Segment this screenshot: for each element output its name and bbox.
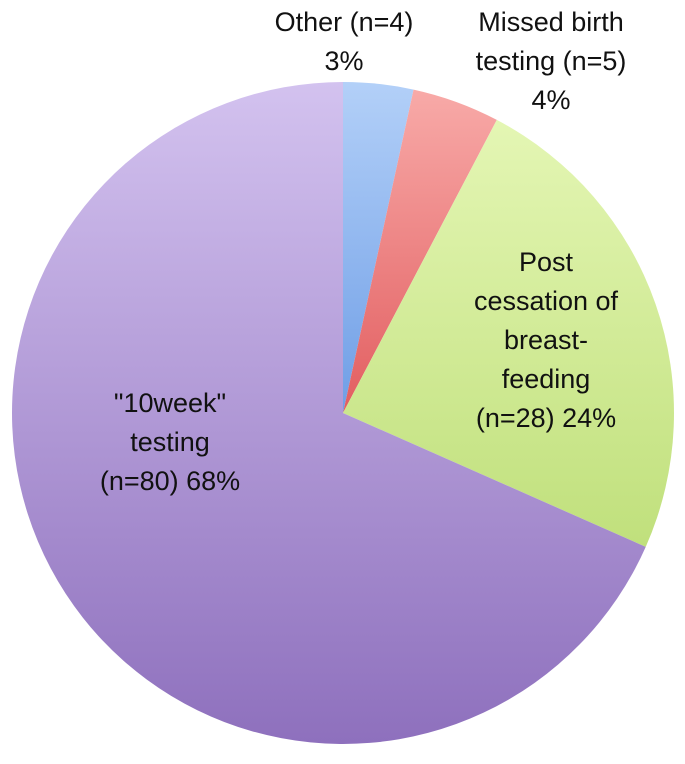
slice-label-line: Other (n=4) [275,7,414,37]
slice-label-line: (n=80) 68% [100,466,240,496]
slice-label-missed-birth-testing: Missed birth testing (n=5) 4% [476,7,627,115]
slice-label-line: testing (n=5) [476,46,627,76]
slice-label-line: 3% [324,46,363,76]
pie-slices [11,82,674,745]
slice-label-line: cessation of [474,286,619,316]
slice-label-line: feeding [502,364,591,394]
slice-label-10week-testing: "10week" testing (n=80) 68% [100,388,240,496]
pie-slice-post-cessation-of-breast-feeding [343,119,674,547]
slice-label-line: breast- [504,325,588,355]
slice-label-line: "10week" [114,388,226,418]
pie-slice-10week-testing [11,82,646,745]
pie-labels: Other (n=4) 3% Missed birth testing (n=5) 4%… [100,7,627,496]
pie-slice-missed-birth-testing [343,89,497,414]
slice-label-line: testing [130,427,210,457]
slice-label-line: Missed birth [478,7,624,37]
slice-label-line: (n=28) 24% [476,403,616,433]
slice-label-other: Other (n=4) 3% [275,7,414,76]
slice-label-line: Post [519,247,574,277]
slice-label-post-cessation-of-breast-feeding: Post cessation of breast-feeding (n=28) 24% [474,247,619,433]
slice-label-line: 4% [531,85,570,115]
pie-slice-other [343,82,414,413]
